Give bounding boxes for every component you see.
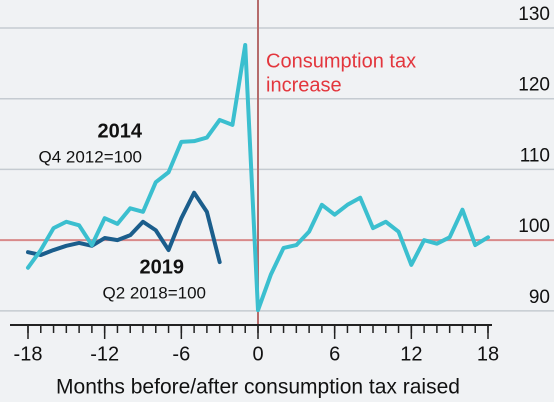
annotation: increase xyxy=(266,74,342,96)
series-base: Q4 2012=100 xyxy=(38,147,142,166)
x-tick-label: -12 xyxy=(90,343,119,365)
y-tick-label: 120 xyxy=(518,75,550,96)
series-line xyxy=(26,190,222,265)
x-tick-label: 18 xyxy=(477,343,499,365)
x-tick-label: -6 xyxy=(172,343,190,365)
series-label: 2014 xyxy=(98,120,143,142)
x-tick-label: 12 xyxy=(400,343,422,365)
x-tick-label: 6 xyxy=(329,343,340,365)
x-tick-label: -18 xyxy=(14,343,43,365)
annotation: Consumption tax xyxy=(266,50,416,72)
y-tick-label: 90 xyxy=(529,287,550,308)
series-line xyxy=(26,42,490,313)
series-label: 2019 xyxy=(140,256,185,278)
series-base: Q2 2018=100 xyxy=(102,283,206,302)
y-tick-label: 110 xyxy=(520,145,550,166)
y-tick-label: 100 xyxy=(518,216,550,237)
x-axis-label: Months before/after consumption tax rais… xyxy=(56,376,460,399)
x-tick-label: 0 xyxy=(252,343,263,365)
y-tick-label: 130 xyxy=(518,4,550,25)
